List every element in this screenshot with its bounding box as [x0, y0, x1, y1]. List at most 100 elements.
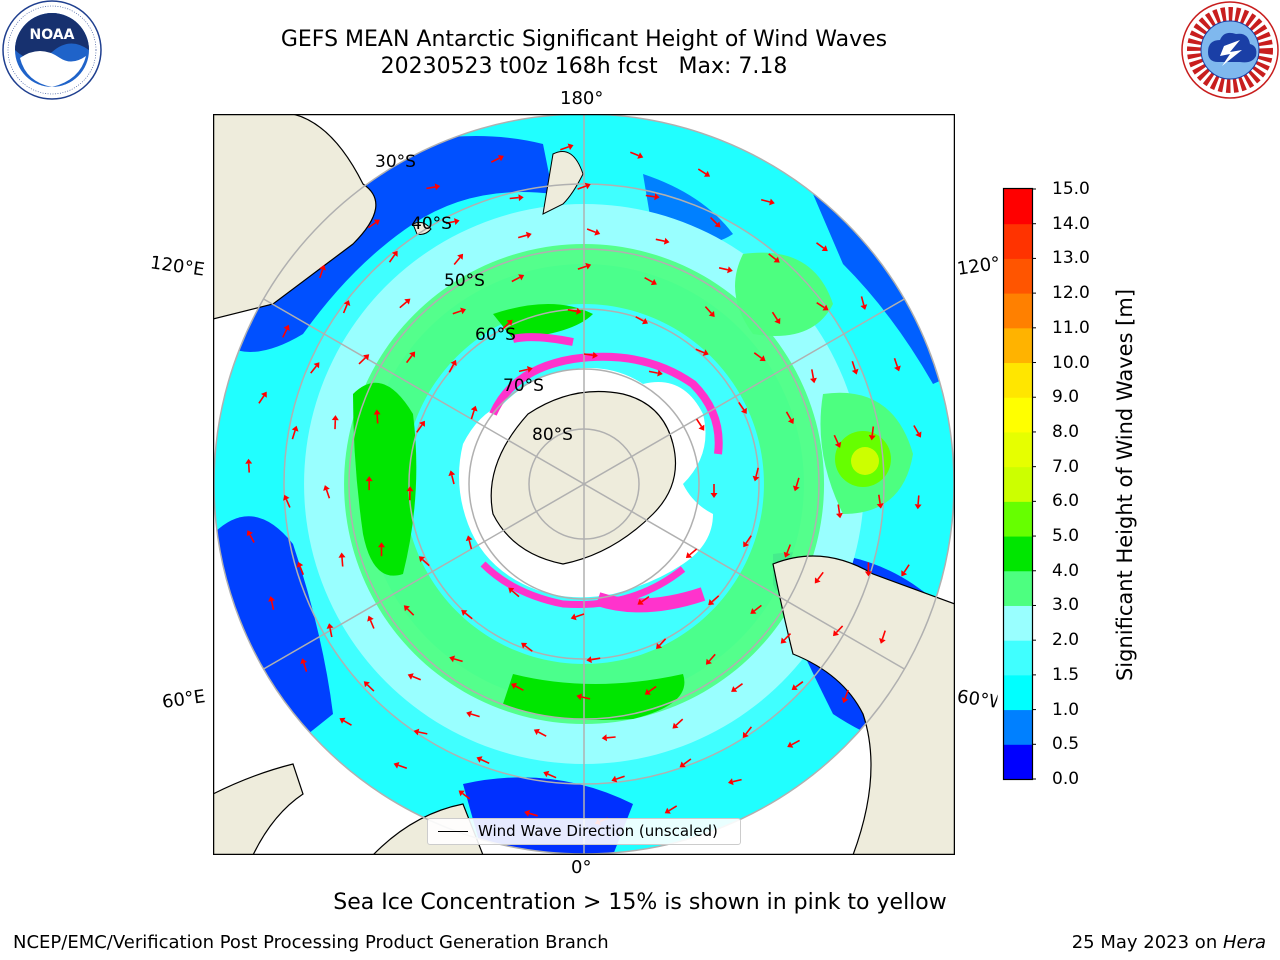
wave-direction-arrowhead: [373, 219, 380, 226]
wave-direction-arrow: [835, 625, 844, 634]
colorbar: [1002, 187, 1036, 781]
lat-label-40s: 40°S: [411, 214, 452, 234]
wave-direction-arrow: [704, 306, 712, 314]
wave-direction-arrow: [426, 186, 436, 190]
wave-direction-arrowhead: [525, 231, 532, 239]
wave-direction-arrowhead: [773, 256, 780, 263]
wave-direction-arrowhead: [868, 435, 876, 441]
wave-direction-arrowhead: [378, 542, 385, 548]
wave-direction-arrow: [515, 685, 524, 692]
colorbar-tick-label: 10.0: [1052, 352, 1090, 373]
wave-direction-arrowhead: [894, 365, 901, 372]
wave-direction-arrowhead: [497, 155, 504, 162]
wave-direction-arrowhead: [601, 734, 607, 742]
legend-text: Wind Wave Direction (unscaled): [478, 822, 718, 840]
wave-direction-arrowhead: [365, 476, 373, 482]
wave-direction-arrow: [518, 368, 528, 373]
wave-direction-arrowhead: [664, 807, 671, 814]
wave-direction-arrowhead: [533, 728, 540, 736]
wave-direction-arrow: [405, 355, 413, 364]
colorbar-cell: [1004, 640, 1032, 676]
colorbar-cell: [1004, 293, 1032, 329]
wave-direction-arrowhead: [742, 731, 749, 738]
wave-direction-arrowhead: [637, 152, 644, 159]
wave-direction-arrow: [528, 812, 538, 817]
polar-map: [213, 114, 955, 855]
wave-direction-arrow: [644, 277, 653, 283]
wave-direction-arrowhead: [419, 420, 425, 427]
lat-label-30s: 30°S: [375, 152, 416, 172]
colorbar-cell: [1004, 709, 1032, 745]
wave-direction-arrow: [310, 365, 317, 374]
colorbar-tick-label: 1.5: [1052, 664, 1080, 685]
wave-direction-arrowhead: [576, 307, 582, 315]
wave-direction-arrowhead: [466, 710, 472, 718]
wave-direction-arrowhead: [679, 761, 686, 768]
wave-direction-arrowhead: [810, 377, 817, 384]
wave-direction-arrow: [871, 426, 875, 436]
wave-direction-arrowhead: [363, 681, 370, 688]
wave-direction-arrowhead: [774, 317, 781, 324]
wave-direction-arrowhead: [576, 693, 583, 701]
wave-direction-arrowhead: [769, 198, 775, 206]
wave-direction-arrow: [524, 645, 533, 652]
wave-direction-arrowhead: [657, 369, 663, 377]
wave-direction-arrow: [575, 613, 585, 618]
wave-direction-arrow: [791, 739, 800, 746]
wave-direction-arrow: [760, 198, 771, 203]
lat-label-50s: 50°S: [444, 271, 485, 291]
land-masses: [213, 114, 955, 855]
colorbar-tick-label: 3.0: [1052, 595, 1080, 616]
wave-direction-arrow: [537, 731, 547, 737]
wave-direction-arrow: [416, 424, 423, 433]
colorbar-tick-label: 2.0: [1052, 630, 1080, 651]
map-panel: 180° 0° 120°E 120°W 60°E 60°W 30°S 40°S …: [149, 88, 1000, 878]
wave-direction-arrowhead: [780, 637, 787, 644]
colorbar-label: Significant Height of Wind Waves [m]: [1113, 288, 1137, 682]
wave-direction-arrowhead: [783, 551, 791, 558]
colorbar-tick-label: 9.0: [1052, 387, 1080, 408]
lat-label-80s: 80°S: [532, 425, 573, 445]
wave-direction-arrow: [462, 792, 471, 800]
noaa-logo: NOAA: [2, 0, 102, 100]
wave-direction-arrow: [501, 322, 510, 330]
wave-direction-arrowhead: [650, 279, 657, 286]
wave-direction-arrow: [470, 713, 480, 718]
wave-direction-arrowhead: [291, 425, 299, 432]
wave-direction-arrow: [547, 773, 557, 779]
colorbar-cell: [1004, 362, 1032, 398]
wave-direction-arrowhead: [407, 673, 414, 680]
wave-direction-arrowhead: [821, 245, 828, 252]
wave-direction-arrowhead: [449, 655, 455, 663]
wave-direction-arrowhead: [543, 770, 550, 778]
wave-direction-arrowhead: [901, 570, 908, 577]
wave-direction-arrow: [641, 595, 650, 603]
wave-direction-arrowhead: [787, 741, 794, 748]
wave-direction-arrowhead: [283, 324, 290, 331]
wave-direction-arrow: [249, 534, 255, 543]
wave-direction-arrowhead: [586, 656, 592, 664]
wave-direction-arrow: [412, 675, 422, 681]
wave-direction-arrow: [376, 414, 379, 424]
wave-direction-arrowhead: [367, 615, 374, 622]
wave-direction-arrowhead: [460, 307, 466, 315]
wave-direction-arrow: [606, 736, 616, 739]
wave-direction-arrow: [771, 311, 779, 321]
wave-direction-arrow: [490, 157, 500, 163]
wave-direction-arrow: [860, 296, 865, 306]
wave-direction-arrowhead: [363, 354, 370, 361]
wave-direction-arrow: [917, 495, 920, 505]
wave-direction-arrow: [453, 257, 461, 266]
lat-label-70s: 70°S: [503, 376, 544, 396]
wave-direction-arrowhead: [663, 237, 670, 245]
wave-direction-arrow: [745, 535, 752, 544]
wave-direction-arrowhead: [457, 253, 464, 260]
wave-direction-arrowhead: [814, 577, 821, 584]
wave-direction-arrow: [844, 689, 849, 699]
wave-direction-arrow: [881, 630, 886, 640]
wave-direction-arrowhead: [524, 809, 530, 817]
wave-direction-arrowhead: [728, 778, 734, 786]
wave-direction-arrowhead: [702, 349, 709, 356]
wave-direction-arrowhead: [521, 642, 528, 649]
wave-direction-arrowhead: [470, 405, 478, 412]
